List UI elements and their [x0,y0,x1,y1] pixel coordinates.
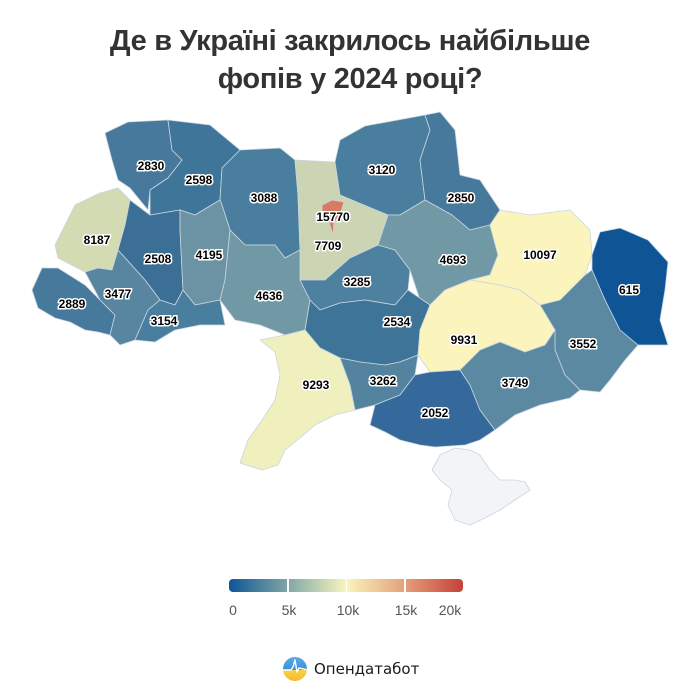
label-kherson: 2052 [422,406,449,420]
label-mykolaiv: 3262 [370,374,397,388]
legend-tick-20k: 20k [438,602,462,618]
label-dnipropetrovsk: 9931 [451,333,478,347]
ukraine-map: 2830 2598 3088 15770 7709 3120 2850 8187… [31,111,669,526]
label-cherkasy: 3285 [344,275,371,289]
region-zaporizhzhia[interactable] [459,329,581,431]
label-chernihiv: 3120 [369,163,396,177]
legend-tick-15k: 15k [394,602,418,618]
label-vinnytsia: 4636 [256,289,283,303]
label-kyiv-city: 15770 [316,210,350,224]
label-kirovohrad: 2534 [384,315,411,329]
label-poltava: 4693 [440,253,467,267]
legend-tick-5k: 5k [281,602,297,618]
label-chernivtsi: 3154 [151,314,178,328]
label-lviv: 8187 [84,233,111,247]
color-legend: 0 5k 10k 15k 20k [229,579,463,622]
title-line-2: фопів у 2024 році? [217,63,483,95]
legend-separator [404,579,406,592]
brand-name: Опендатабот [314,660,420,678]
label-sumy: 2850 [448,191,475,205]
label-luhansk: 615 [619,283,639,297]
legend-tick-10k: 10k [336,602,360,618]
label-donetsk: 3552 [570,337,597,351]
region-kherson[interactable] [369,369,496,448]
label-ivano-frankivsk: 3477 [105,287,132,301]
label-zhytomyr: 3088 [251,191,278,205]
label-odesa: 9293 [303,378,330,392]
label-kyiv-oblast: 7709 [315,239,342,253]
label-rivne: 2598 [186,173,213,187]
title-line-1: Де в Україні закрилось найбільше [109,25,591,57]
legend-gradient-bar [229,579,463,592]
region-chernivtsi[interactable] [134,289,226,343]
label-zakarpattia: 2889 [59,297,86,311]
legend-separator [287,579,289,592]
label-volyn: 2830 [138,159,165,173]
legend-separator [345,579,347,592]
label-khmelnytskyi: 4195 [196,248,223,262]
region-crimea[interactable] [431,447,531,526]
legend-ticks: 0 5k 10k 15k 20k [229,602,463,622]
page-title: Де в Україні закрилось найбільше фопів у… [0,22,700,98]
label-ternopil: 2508 [145,252,172,266]
label-zaporizhzhia: 3749 [502,376,529,390]
region-kyiv-city[interactable] [321,199,345,236]
legend-tick-0: 0 [229,602,237,618]
label-kharkiv: 10097 [523,248,557,262]
opendatabot-logo-icon [283,657,307,681]
brand-logo: Опендатабот [282,656,419,682]
